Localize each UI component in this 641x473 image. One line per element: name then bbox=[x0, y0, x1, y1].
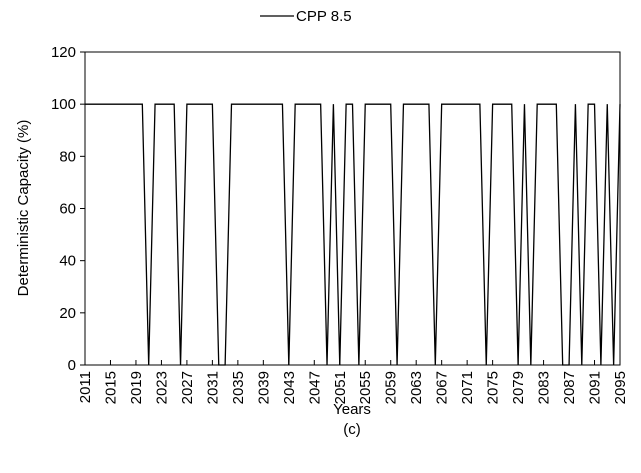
y-tick-label: 60 bbox=[59, 201, 76, 218]
legend-label: CPP 8.5 bbox=[296, 8, 352, 25]
x-tick-label: 2071 bbox=[459, 371, 476, 404]
x-tick-label: 2051 bbox=[332, 371, 349, 404]
x-tick-label: 2063 bbox=[408, 371, 425, 404]
x-tick-label: 2039 bbox=[255, 371, 272, 404]
x-tick-label: 2091 bbox=[587, 371, 604, 404]
x-tick-label: 2067 bbox=[434, 371, 451, 404]
x-tick-label: 2087 bbox=[561, 371, 578, 404]
x-axis-label: Years bbox=[333, 401, 371, 418]
x-tick-label: 2027 bbox=[179, 371, 196, 404]
y-tick-label: 120 bbox=[51, 44, 76, 61]
y-tick-label: 0 bbox=[68, 357, 76, 374]
plot-frame bbox=[84, 51, 621, 366]
x-tick-label: 2031 bbox=[204, 371, 221, 404]
x-tick-label: 2015 bbox=[102, 371, 119, 404]
y-axis-label: Deterministic Capacity (%) bbox=[15, 120, 32, 297]
y-tick-label: 20 bbox=[59, 305, 76, 322]
x-tick-label: 2059 bbox=[383, 371, 400, 404]
y-tick-label: 40 bbox=[59, 253, 76, 270]
x-tick-label: 2023 bbox=[153, 371, 170, 404]
x-tick-label: 2095 bbox=[612, 371, 629, 404]
data-line bbox=[85, 103, 621, 366]
x-tick-label: 2019 bbox=[128, 371, 145, 404]
caption: (c) bbox=[343, 421, 361, 438]
x-tick-label: 2083 bbox=[536, 371, 553, 404]
x-tick-label: 2055 bbox=[357, 371, 374, 404]
x-tick-label: 2043 bbox=[281, 371, 298, 404]
y-tick-label: 100 bbox=[51, 96, 76, 113]
x-tick-label: 2035 bbox=[230, 371, 247, 404]
y-tick-label: 80 bbox=[59, 148, 76, 165]
x-tick-label: 2011 bbox=[77, 371, 94, 403]
x-tick-label: 2075 bbox=[485, 371, 502, 404]
x-tick-label: 2079 bbox=[510, 371, 527, 404]
x-tick-label: 2047 bbox=[306, 371, 323, 404]
